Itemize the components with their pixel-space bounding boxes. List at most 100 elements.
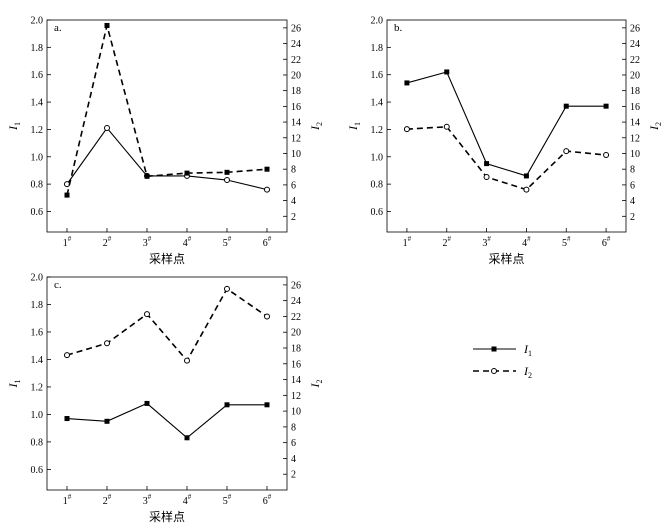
x-tick-label: 2# [443,235,452,249]
y1-tick-label: 0.6 [31,465,44,476]
legend-marker-1 [491,346,497,352]
x-tick-label: 3# [143,493,152,507]
panel-label: c. [54,279,62,291]
x-tick-label: 5# [562,235,571,249]
y2-tick-label: 22 [291,312,301,323]
y2-tick-label: 6 [291,180,296,191]
y1-tick-label: 1.6 [31,327,44,338]
plot-frame [46,276,288,491]
y2-tick-label: 2 [291,470,296,481]
y2-tick-label: 10 [630,149,640,160]
y2-tick-label: 20 [630,70,640,81]
y1-tick-label: 2.0 [31,16,44,27]
data-point [104,340,110,347]
data-point [104,418,110,424]
data-point [484,161,490,167]
series-line-2 [66,287,268,363]
data-point [144,311,150,318]
data-point [64,352,70,359]
x-tick-label: 3# [143,235,152,249]
data-point [264,186,270,193]
data-point [264,313,270,320]
x-tick-label: 1# [63,235,72,249]
y2-tick-label: 2 [630,212,635,223]
data-point [184,357,190,364]
y2-tick-label: 8 [291,422,296,433]
series-line-2 [406,125,607,191]
y2-tick-label: 4 [630,196,635,207]
y2-tick-label: 24 [291,296,301,307]
y2-tick-label: 18 [291,344,301,355]
data-point [264,166,270,172]
y1-tick-label: 0.6 [371,207,384,218]
x-tick-label: 4# [522,235,531,249]
panel-label: b. [394,22,403,34]
chart-panel-3: 0.60.81.01.21.41.61.82.02468101214161820… [6,273,324,523]
data-point [144,400,150,406]
y2-tick-label: 18 [630,86,640,97]
x-tick-label: 6# [263,235,272,249]
chart-panel-1: 0.60.81.01.21.41.61.82.02468101214161820… [6,16,324,267]
y2-tick-label: 6 [630,180,635,191]
y1-tick-label: 0.6 [31,207,44,218]
data-point [403,126,410,133]
y2-tick-label: 4 [291,454,296,465]
plot-frame [386,19,627,233]
legend-label-1: I1 [523,342,532,358]
y2-tick-label: 20 [291,70,301,81]
data-point [563,103,569,109]
data-point [224,177,230,184]
y2-tick-label: 22 [630,55,640,66]
y1-tick-label: 0.8 [371,180,384,191]
data-point [444,69,450,75]
series-line-1 [66,402,267,439]
y1-tick-label: 2.0 [371,16,384,27]
y1-tick-label: 1.2 [31,382,44,393]
x-tick-label: 2# [103,493,112,507]
y1-tick-label: 1.2 [371,125,384,136]
y2-axis-label: I2 [647,122,663,131]
data-point [224,169,230,175]
y2-axis-label: I2 [308,122,324,131]
y2-tick-label: 14 [291,118,301,129]
data-point [104,125,110,132]
y1-tick-label: 1.4 [31,98,44,109]
x-tick-label: 6# [602,235,611,249]
data-point [443,123,450,130]
data-point [64,416,70,422]
x-tick-label: 1# [63,493,72,507]
data-point [224,285,230,292]
y1-tick-label: 1.0 [371,152,384,163]
data-point [264,402,270,408]
x-tick-label: 3# [482,235,491,249]
data-point [144,173,150,179]
y2-tick-label: 16 [291,102,301,113]
y2-tick-label: 26 [630,23,640,34]
y2-tick-label: 24 [291,39,301,50]
x-axis-label: 采样点 [149,251,185,266]
y2-tick-label: 4 [291,196,296,207]
y2-axis-label: I2 [308,380,324,389]
y2-tick-label: 8 [291,165,296,176]
y2-tick-label: 26 [291,280,301,291]
y2-tick-label: 6 [291,438,296,449]
data-point [523,173,529,179]
chart-panel-2: 0.60.81.01.21.41.61.82.02468101214161820… [346,16,663,267]
data-point [404,80,410,86]
data-point [64,181,70,188]
data-point [184,435,190,441]
y1-tick-label: 0.8 [31,180,44,191]
y2-tick-label: 2 [291,212,296,223]
data-point [563,148,570,155]
x-tick-label: 5# [223,493,232,507]
data-point [64,192,70,198]
y1-tick-label: 1.2 [31,125,44,136]
legend-label-2: I2 [523,364,532,380]
y2-tick-label: 20 [291,328,301,339]
y2-tick-label: 12 [291,391,301,402]
y1-tick-label: 1.0 [31,410,44,421]
y2-tick-label: 18 [291,86,301,97]
y2-tick-label: 14 [291,375,301,386]
